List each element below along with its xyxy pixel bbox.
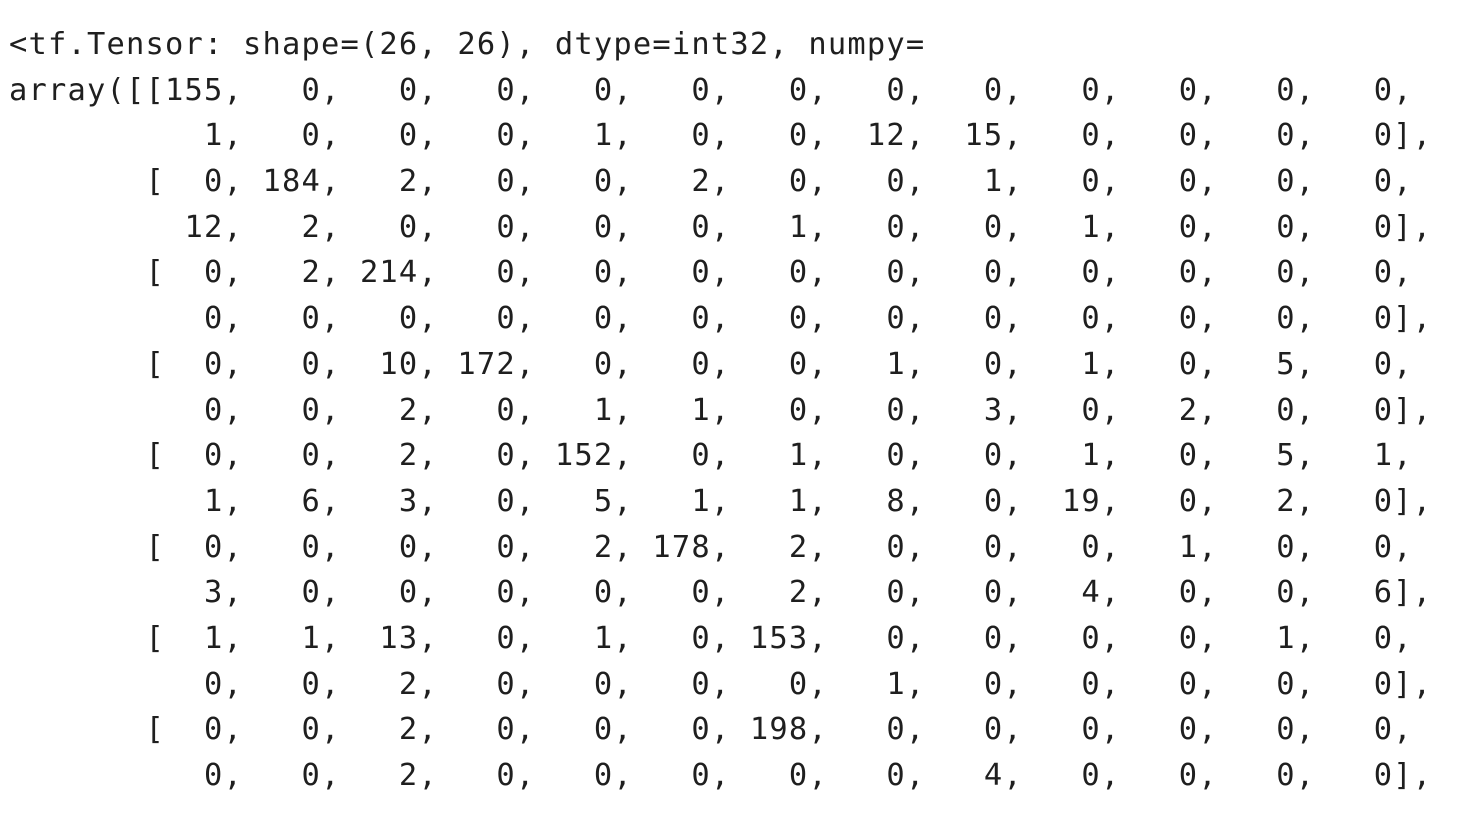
array-line: 0, 0, 2, 0, 0, 0, 0, 1, 0, 0, 0, 0, 0], — [9, 666, 1433, 702]
tensor-header-line: <tf.Tensor: shape=(26, 26), dtype=int32,… — [9, 27, 926, 62]
array-line: [ 0, 184, 2, 0, 0, 2, 0, 0, 1, 0, 0, 0, … — [9, 164, 1413, 200]
array-line: [ 0, 0, 10, 172, 0, 0, 0, 1, 0, 1, 0, 5,… — [9, 346, 1413, 382]
array-line: [ 0, 0, 2, 0, 0, 0, 198, 0, 0, 0, 0, 0, … — [9, 712, 1413, 748]
array-line: [ 0, 0, 2, 0, 152, 0, 1, 0, 0, 1, 0, 5, … — [9, 438, 1413, 474]
tensor-printout: <tf.Tensor: shape=(26, 26), dtype=int32,… — [9, 22, 1432, 799]
array-line: 1, 6, 3, 0, 5, 1, 1, 8, 0, 19, 0, 2, 0], — [9, 483, 1433, 519]
array-line: 0, 0, 2, 0, 0, 0, 0, 0, 4, 0, 0, 0, 0], — [9, 758, 1433, 793]
array-line: 0, 0, 0, 0, 0, 0, 0, 0, 0, 0, 0, 0, 0], — [9, 301, 1433, 337]
array-line: [ 0, 0, 0, 0, 2, 178, 2, 0, 0, 0, 1, 0, … — [9, 529, 1413, 565]
array-line: array([[155, 0, 0, 0, 0, 0, 0, 0, 0, 0, … — [9, 72, 1413, 108]
array-line: 3, 0, 0, 0, 0, 0, 2, 0, 0, 4, 0, 0, 6], — [9, 575, 1433, 611]
array-line: 1, 0, 0, 0, 1, 0, 0, 12, 15, 0, 0, 0, 0]… — [9, 118, 1433, 154]
array-line: [ 1, 1, 13, 0, 1, 0, 153, 0, 0, 0, 0, 1,… — [9, 620, 1413, 656]
array-line: 0, 0, 2, 0, 1, 1, 0, 0, 3, 0, 2, 0, 0], — [9, 392, 1433, 428]
array-line: 12, 2, 0, 0, 0, 0, 1, 0, 0, 1, 0, 0, 0], — [9, 209, 1433, 245]
array-line: [ 0, 2, 214, 0, 0, 0, 0, 0, 0, 0, 0, 0, … — [9, 255, 1413, 291]
